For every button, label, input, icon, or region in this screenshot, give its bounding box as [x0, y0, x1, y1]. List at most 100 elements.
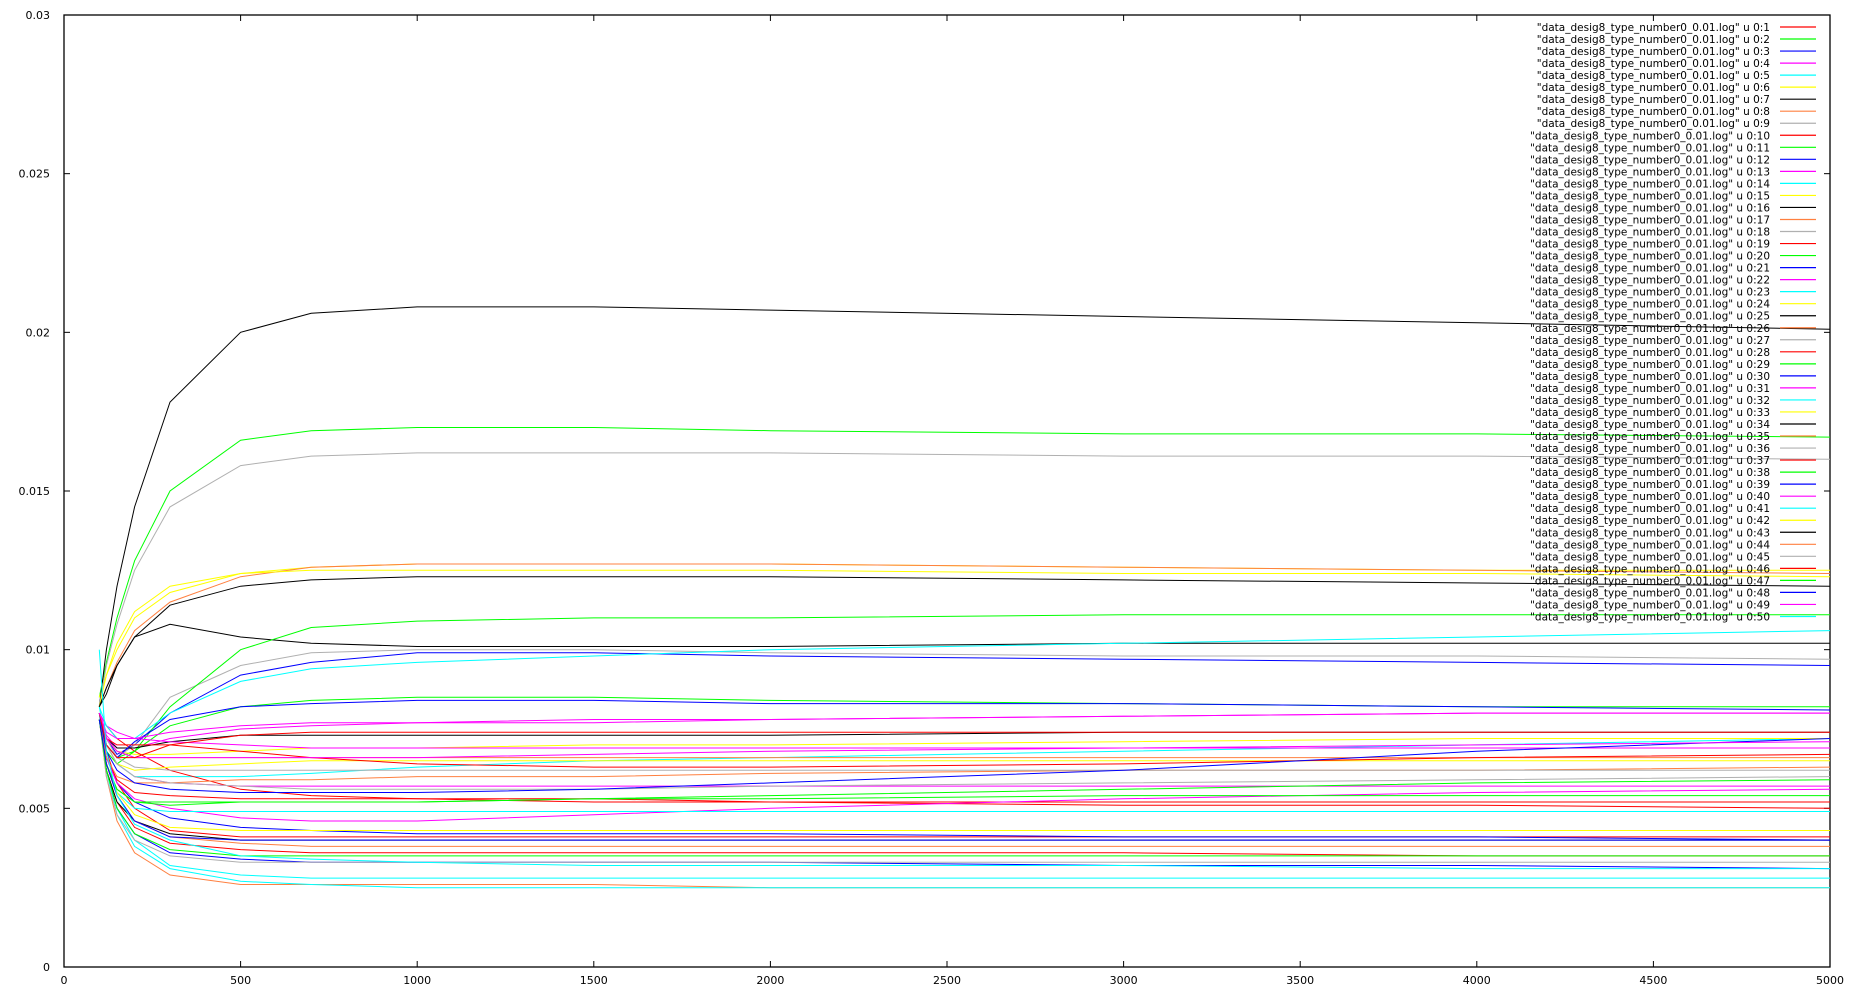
series-line-10 [98, 719, 1831, 809]
legend-label: "data_desig8_type_number0_0.01.log" u 0:… [1530, 371, 1770, 383]
legend-label: "data_desig8_type_number0_0.01.log" u 0:… [1530, 539, 1770, 551]
series-line-36 [98, 712, 1831, 790]
legend-label: "data_desig8_type_number0_0.01.log" u 0:… [1530, 575, 1770, 587]
series-line-50 [98, 649, 1830, 870]
legend-label: "data_desig8_type_number0_0.01.log" u 0:… [1530, 214, 1770, 226]
x-tick-label: 4000 [1463, 974, 1491, 987]
legend-label: "data_desig8_type_number0_0.01.log" u 0:… [1537, 82, 1771, 94]
legend-label: "data_desig8_type_number0_0.01.log" u 0:… [1530, 227, 1770, 239]
x-tick-label: 4500 [1639, 974, 1667, 987]
legend-label: "data_desig8_type_number0_0.01.log" u 0:… [1530, 190, 1770, 202]
y-tick-label: 0 [43, 961, 50, 974]
y-tick-label: 0.01 [26, 644, 51, 657]
legend-label: "data_desig8_type_number0_0.01.log" u 0:… [1537, 34, 1770, 46]
legend-label: "data_desig8_type_number0_0.01.log" u 0:… [1530, 335, 1770, 347]
legend-label: "data_desig8_type_number0_0.01.log" u 0:… [1537, 106, 1770, 118]
legend-label: "data_desig8_type_number0_0.01.log" u 0:… [1537, 46, 1770, 58]
y-tick-label: 0.005 [19, 802, 51, 815]
legend-label: "data_desig8_type_number0_0.01.log" u 0:… [1530, 178, 1770, 190]
series-line-27 [98, 712, 1830, 771]
series-line-47 [98, 719, 1830, 857]
x-tick-label: 0 [61, 974, 68, 987]
series-line-11 [98, 696, 1830, 759]
legend-label: "data_desig8_type_number0_0.01.log" u 0:… [1530, 299, 1770, 311]
series-line-37 [98, 712, 1831, 768]
legend-label: "data_desig8_type_number0_0.01.log" u 0:… [1530, 263, 1770, 275]
legend-label: "data_desig8_type_number0_0.01.log" u 0:… [1537, 70, 1770, 82]
legend: "data_desig8_type_number0_0.01.log" u 0:… [1530, 22, 1816, 623]
series-line-34 [98, 719, 1830, 841]
legend-label: "data_desig8_type_number0_0.01.log" u 0:… [1537, 94, 1770, 106]
x-tick-label: 2000 [756, 974, 784, 987]
legend-label: "data_desig8_type_number0_0.01.log" u 0:… [1530, 407, 1770, 419]
x-tick-label: 1500 [580, 974, 608, 987]
series-line-26 [98, 719, 1831, 784]
legend-label: "data_desig8_type_number0_0.01.log" u 0:… [1530, 323, 1770, 335]
series-line-21 [98, 719, 1831, 841]
legend-label: "data_desig8_type_number0_0.01.log" u 0:… [1530, 587, 1770, 599]
series-line-22 [98, 719, 1831, 822]
legend-label: "data_desig8_type_number0_0.01.log" u 0:… [1530, 347, 1770, 359]
legend-label: "data_desig8_type_number0_0.01.log" u 0:… [1530, 395, 1770, 407]
legend-label: "data_desig8_type_number0_0.01.log" u 0:… [1530, 251, 1770, 263]
series-line-24 [98, 719, 1830, 831]
legend-label: "data_desig8_type_number0_0.01.log" u 0:… [1530, 479, 1770, 491]
series-line-3 [98, 652, 1831, 756]
legend-label: "data_desig8_type_number0_0.01.log" u 0:… [1530, 383, 1770, 395]
series-lines [98, 306, 1831, 889]
series-line-39 [98, 713, 1831, 793]
legend-label: "data_desig8_type_number0_0.01.log" u 0:… [1530, 142, 1770, 154]
series-line-40 [98, 712, 1831, 759]
series-line-2 [98, 427, 1831, 698]
series-line-45 [98, 719, 1830, 863]
legend-label: "data_desig8_type_number0_0.01.log" u 0:… [1530, 275, 1770, 287]
series-line-46 [98, 712, 1830, 759]
y-tick-label: 0.02 [26, 326, 51, 339]
series-line-8 [98, 563, 1831, 707]
legend-label: "data_desig8_type_number0_0.01.log" u 0:… [1530, 491, 1770, 503]
legend-label: "data_desig8_type_number0_0.01.log" u 0:… [1530, 419, 1770, 431]
legend-label: "data_desig8_type_number0_0.01.log" u 0:… [1530, 527, 1770, 539]
legend-label: "data_desig8_type_number0_0.01.log" u 0:… [1530, 359, 1770, 371]
legend-label: "data_desig8_type_number0_0.01.log" u 0:… [1530, 287, 1770, 299]
legend-label: "data_desig8_type_number0_0.01.log" u 0:… [1537, 118, 1770, 130]
series-line-1 [98, 713, 1830, 838]
x-tick-label: 3000 [1110, 974, 1138, 987]
legend-label: "data_desig8_type_number0_0.01.log" u 0:… [1537, 22, 1770, 34]
series-line-43 [98, 576, 1831, 707]
series-line-49 [98, 712, 1830, 739]
legend-label: "data_desig8_type_number0_0.01.log" u 0:… [1530, 455, 1770, 467]
legend-label: "data_desig8_type_number0_0.01.log" u 0:… [1530, 563, 1770, 575]
legend-label: "data_desig8_type_number0_0.01.log" u 0:… [1530, 202, 1770, 214]
x-tick-label: 1000 [403, 974, 431, 987]
legend-label: "data_desig8_type_number0_0.01.log" u 0:… [1530, 611, 1770, 623]
legend-label: "data_desig8_type_number0_0.01.log" u 0:… [1530, 154, 1770, 166]
series-line-48 [98, 719, 1830, 841]
legend-label: "data_desig8_type_number0_0.01.log" u 0:… [1537, 58, 1771, 70]
legend-label: "data_desig8_type_number0_0.01.log" u 0:… [1530, 311, 1770, 323]
x-tick-label: 3500 [1286, 974, 1314, 987]
legend-label: "data_desig8_type_number0_0.01.log" u 0:… [1530, 239, 1770, 251]
legend-label: "data_desig8_type_number0_0.01.log" u 0:… [1530, 467, 1770, 479]
legend-label: "data_desig8_type_number0_0.01.log" u 0:… [1530, 515, 1770, 527]
series-line-7 [98, 306, 1831, 707]
legend-label: "data_desig8_type_number0_0.01.log" u 0:… [1530, 503, 1770, 515]
legend-label: "data_desig8_type_number0_0.01.log" u 0:… [1530, 431, 1770, 443]
x-tick-label: 5000 [1816, 974, 1844, 987]
series-line-20 [98, 614, 1830, 765]
x-tick-label: 500 [230, 974, 251, 987]
series-line-42 [98, 569, 1831, 707]
y-tick-label: 0.03 [26, 9, 51, 22]
legend-label: "data_desig8_type_number0_0.01.log" u 0:… [1530, 551, 1770, 563]
series-line-33 [98, 712, 1830, 771]
legend-label: "data_desig8_type_number0_0.01.log" u 0:… [1530, 130, 1770, 142]
series-line-38 [98, 719, 1830, 806]
y-tick-label: 0.015 [19, 485, 51, 498]
axes: 0 500 1000 1500 2000 2500 3000 3500 4000 4500 5000… [19, 9, 1845, 987]
legend-label: "data_desig8_type_number0_0.01.log" u 0:… [1530, 443, 1770, 455]
y-tick-label: 0.025 [19, 168, 51, 181]
series-line-9 [98, 452, 1831, 707]
legend-label: "data_desig8_type_number0_0.01.log" u 0:… [1530, 166, 1770, 178]
x-tick-label: 2500 [933, 974, 961, 987]
